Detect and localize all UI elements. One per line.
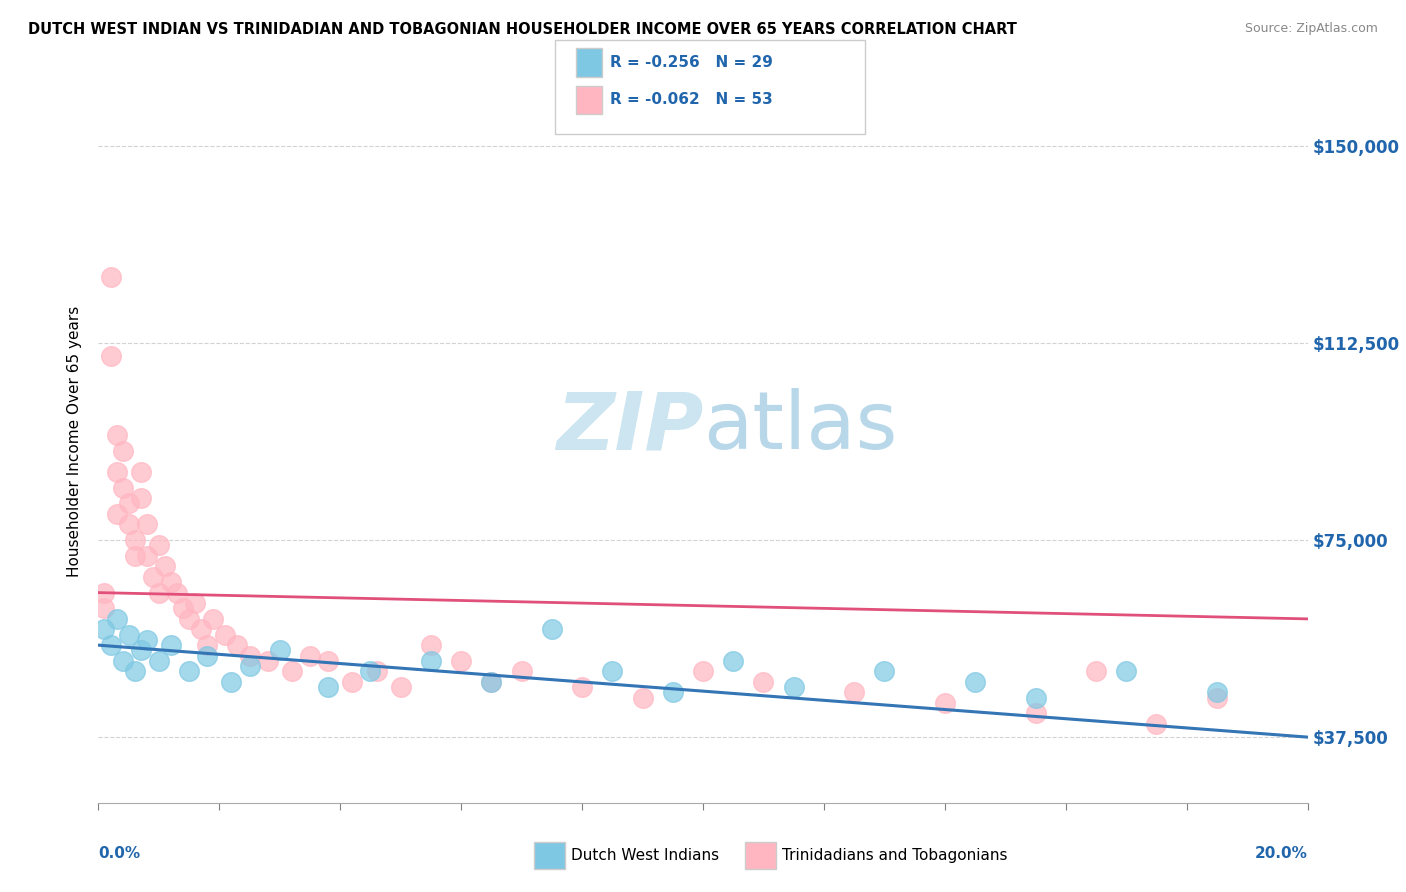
Point [316,654,339,668]
Point [111,443,134,458]
Point [100,638,122,652]
Text: Source: ZipAtlas.com: Source: ZipAtlas.com [1244,22,1378,36]
Point [111,481,134,495]
Point [129,465,152,479]
Point [481,675,503,690]
Point [450,654,472,668]
Point [752,675,775,690]
Point [420,638,443,652]
Point [571,680,593,694]
Point [965,675,987,690]
Text: ZIP: ZIP [555,388,703,467]
Point [93,623,115,637]
Point [342,675,364,690]
Point [1206,685,1229,699]
Point [160,575,183,590]
Point [510,665,533,679]
Point [135,632,157,647]
Point [166,585,188,599]
Point [135,549,157,563]
Point [195,648,218,663]
Point [602,665,624,679]
Point [873,665,896,679]
Point [160,638,183,652]
Point [1085,665,1108,679]
Point [129,643,152,657]
Point [661,685,683,699]
Point [105,428,128,442]
Point [124,533,146,547]
Point [783,680,806,694]
Point [1115,665,1137,679]
Point [105,507,128,521]
Text: Dutch West Indians: Dutch West Indians [571,848,718,863]
Point [118,496,141,510]
Point [100,270,122,285]
Point [1024,706,1046,721]
Point [190,623,212,637]
Text: R = -0.062   N = 53: R = -0.062 N = 53 [610,92,773,107]
Point [111,654,134,668]
Text: 0.0%: 0.0% [98,847,141,861]
Point [93,601,115,615]
Point [631,690,654,705]
Point [256,654,278,668]
Point [226,638,249,652]
Point [540,623,562,637]
Point [118,517,141,532]
Point [179,665,201,679]
Text: R = -0.256   N = 29: R = -0.256 N = 29 [610,55,773,70]
Point [105,465,128,479]
Point [195,638,218,652]
Point [269,643,291,657]
Point [934,696,956,710]
Point [118,627,141,641]
Point [360,665,382,679]
Point [299,648,322,663]
Point [239,659,262,673]
Point [389,680,412,694]
Point [239,648,262,663]
Point [153,559,176,574]
Point [481,675,503,690]
Point [1206,690,1229,705]
Point [124,665,146,679]
Point [93,585,115,599]
Point [1024,690,1046,705]
Point [142,570,165,584]
Text: atlas: atlas [703,388,897,467]
Point [105,612,128,626]
Text: 20.0%: 20.0% [1254,847,1308,861]
Point [172,601,194,615]
Text: Trinidadians and Tobagonians: Trinidadians and Tobagonians [782,848,1007,863]
Point [281,665,304,679]
Point [124,549,146,563]
Point [100,349,122,363]
Point [129,491,152,505]
Point [366,665,388,679]
Point [148,585,170,599]
Point [723,654,745,668]
Point [420,654,443,668]
Point [316,680,339,694]
Point [184,596,207,610]
Point [148,538,170,552]
Point [202,612,225,626]
Point [221,675,243,690]
Y-axis label: Householder Income Over 65 years: Householder Income Over 65 years [66,306,82,577]
Point [844,685,866,699]
Point [214,627,236,641]
Point [1144,717,1167,731]
Text: DUTCH WEST INDIAN VS TRINIDADIAN AND TOBAGONIAN HOUSEHOLDER INCOME OVER 65 YEARS: DUTCH WEST INDIAN VS TRINIDADIAN AND TOB… [28,22,1017,37]
Point [148,654,170,668]
Point [692,665,714,679]
Point [179,612,201,626]
Point [135,517,157,532]
